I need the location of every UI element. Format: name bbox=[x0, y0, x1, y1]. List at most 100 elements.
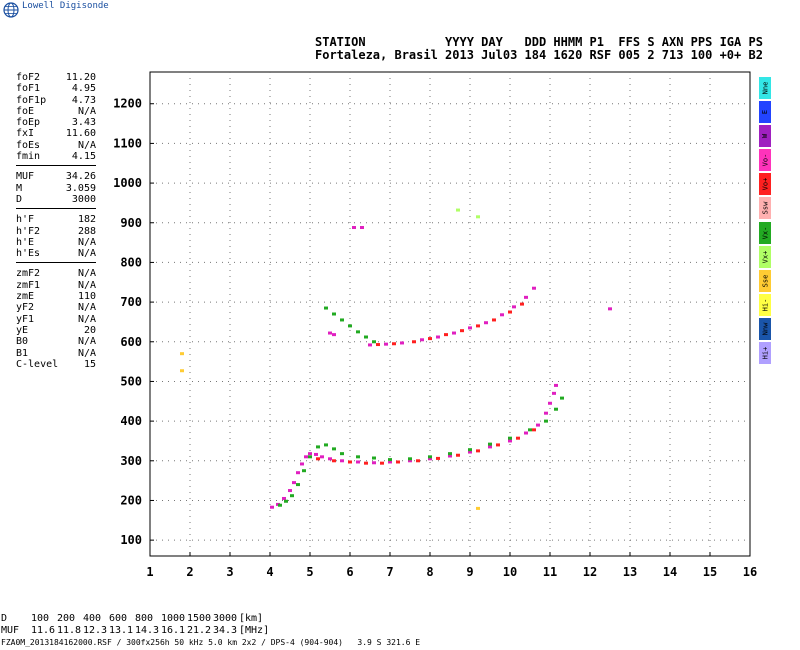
legend-item: Vo+ bbox=[759, 173, 771, 196]
y-tick-label: 100 bbox=[120, 533, 142, 547]
echo-point bbox=[296, 483, 300, 487]
param-name: h'E bbox=[16, 236, 35, 248]
echo-point bbox=[476, 215, 480, 219]
echo-point bbox=[468, 326, 472, 330]
distance-value: 800 bbox=[135, 613, 154, 624]
echo-point bbox=[388, 460, 392, 464]
legend-label: Ssw bbox=[761, 202, 769, 215]
echo-point bbox=[468, 450, 472, 454]
echo-point bbox=[364, 461, 368, 465]
distance-unit: [km] bbox=[239, 613, 264, 624]
legend-item: Vx- bbox=[759, 221, 771, 244]
legend-item: Nnw bbox=[759, 317, 771, 340]
muf-row-label: MUF bbox=[1, 625, 20, 636]
param-row: foF1p 4.73 bbox=[16, 95, 96, 106]
x-tick-label: 16 bbox=[743, 565, 757, 579]
param-value: N/A bbox=[77, 248, 96, 260]
legend-label: Sse bbox=[761, 274, 769, 288]
param-row: yF1 N/A bbox=[16, 314, 96, 325]
param-row: M 3.059 bbox=[16, 183, 96, 194]
echo-point bbox=[292, 481, 296, 485]
param-name: foF1p bbox=[16, 94, 47, 106]
echo-point bbox=[356, 460, 360, 464]
param-separator bbox=[16, 208, 96, 214]
param-value: N/A bbox=[77, 268, 96, 280]
param-name: zmF1 bbox=[16, 279, 41, 291]
echo-point bbox=[368, 343, 372, 347]
muf-value: 16.1 bbox=[161, 625, 186, 636]
echo-point bbox=[352, 226, 356, 230]
echo-point bbox=[528, 428, 532, 432]
echo-point bbox=[308, 452, 312, 456]
echo-point bbox=[524, 295, 528, 299]
echo-point bbox=[372, 461, 376, 465]
legend-item: Hi+ bbox=[759, 342, 771, 365]
echo-point bbox=[180, 352, 184, 356]
legend-item: Vx+ bbox=[759, 245, 771, 268]
param-value: N/A bbox=[77, 336, 96, 348]
param-name: B0 bbox=[16, 336, 29, 348]
echo-point bbox=[544, 411, 548, 415]
x-tick-label: 10 bbox=[503, 565, 517, 579]
x-tick-label: 15 bbox=[703, 565, 717, 579]
y-tick-label: 900 bbox=[120, 216, 142, 230]
y-tick-label: 1000 bbox=[113, 176, 142, 190]
echo-point bbox=[512, 305, 516, 309]
echo-point bbox=[304, 455, 308, 459]
param-name: zmE bbox=[16, 291, 35, 303]
distance-value: 3000 bbox=[213, 613, 238, 624]
param-value: N/A bbox=[77, 236, 96, 248]
legend-label: W bbox=[761, 134, 769, 139]
param-value: N/A bbox=[77, 347, 96, 359]
echo-point bbox=[508, 436, 512, 440]
legend-label: Hi+ bbox=[761, 346, 769, 360]
echo-point bbox=[448, 452, 452, 456]
param-row: zmE 110 bbox=[16, 291, 96, 302]
echo-point bbox=[408, 459, 412, 463]
param-name: foE bbox=[16, 105, 35, 117]
param-row: h'Es N/A bbox=[16, 248, 96, 259]
x-tick-label: 4 bbox=[266, 565, 273, 579]
echo-point bbox=[500, 313, 504, 317]
x-tick-label: 11 bbox=[543, 565, 557, 579]
param-name: fxI bbox=[16, 128, 35, 140]
parameter-list: foF2 11.20 foF1 4.95 foF1p 4.73 foE N/A foEp 3.43… bbox=[16, 72, 96, 370]
param-name: h'F2 bbox=[16, 225, 41, 237]
echo-point bbox=[416, 459, 420, 463]
echo-point bbox=[508, 439, 512, 443]
param-value: 182 bbox=[77, 214, 96, 226]
param-separator bbox=[16, 262, 96, 268]
echo-point bbox=[380, 461, 384, 465]
echo-point bbox=[516, 436, 520, 440]
param-name: foEp bbox=[16, 117, 41, 129]
param-row: foE N/A bbox=[16, 106, 96, 117]
muf-table: D 100 200 400 600 800 1000 1500 3000 [km… bbox=[1, 613, 279, 637]
plot-frame bbox=[149, 71, 751, 557]
distance-row: D 100 200 400 600 800 1000 1500 3000 [km… bbox=[1, 613, 279, 625]
x-tick-label: 14 bbox=[663, 565, 677, 579]
legend-item: Nne bbox=[759, 77, 771, 99]
x-tick-label: 5 bbox=[306, 565, 313, 579]
echo-point bbox=[302, 469, 306, 473]
param-value: 15 bbox=[83, 358, 96, 370]
param-value: 4.95 bbox=[71, 83, 96, 95]
echo-point bbox=[278, 503, 282, 507]
muf-value: 12.3 bbox=[83, 625, 108, 636]
echo-point bbox=[520, 302, 524, 306]
legend-item: Sse bbox=[759, 269, 771, 292]
echo-point bbox=[468, 448, 472, 452]
echo-point bbox=[554, 383, 558, 387]
param-row: yE 20 bbox=[16, 325, 96, 336]
file-info-footer: FZA0M_2013184162000.RSF / 300fx256h 50 k… bbox=[1, 638, 421, 647]
echo-point bbox=[396, 460, 400, 464]
param-row: zmF1 N/A bbox=[16, 280, 96, 291]
x-tick-label: 1 bbox=[146, 565, 153, 579]
echo-point bbox=[308, 455, 312, 459]
param-value: N/A bbox=[77, 139, 96, 151]
param-name: yF1 bbox=[16, 313, 35, 325]
param-value: 3000 bbox=[71, 193, 96, 205]
param-value: 4.15 bbox=[71, 151, 96, 163]
distance-value: 1000 bbox=[161, 613, 186, 624]
legend-label: E bbox=[761, 109, 769, 115]
echo-point bbox=[412, 340, 416, 344]
